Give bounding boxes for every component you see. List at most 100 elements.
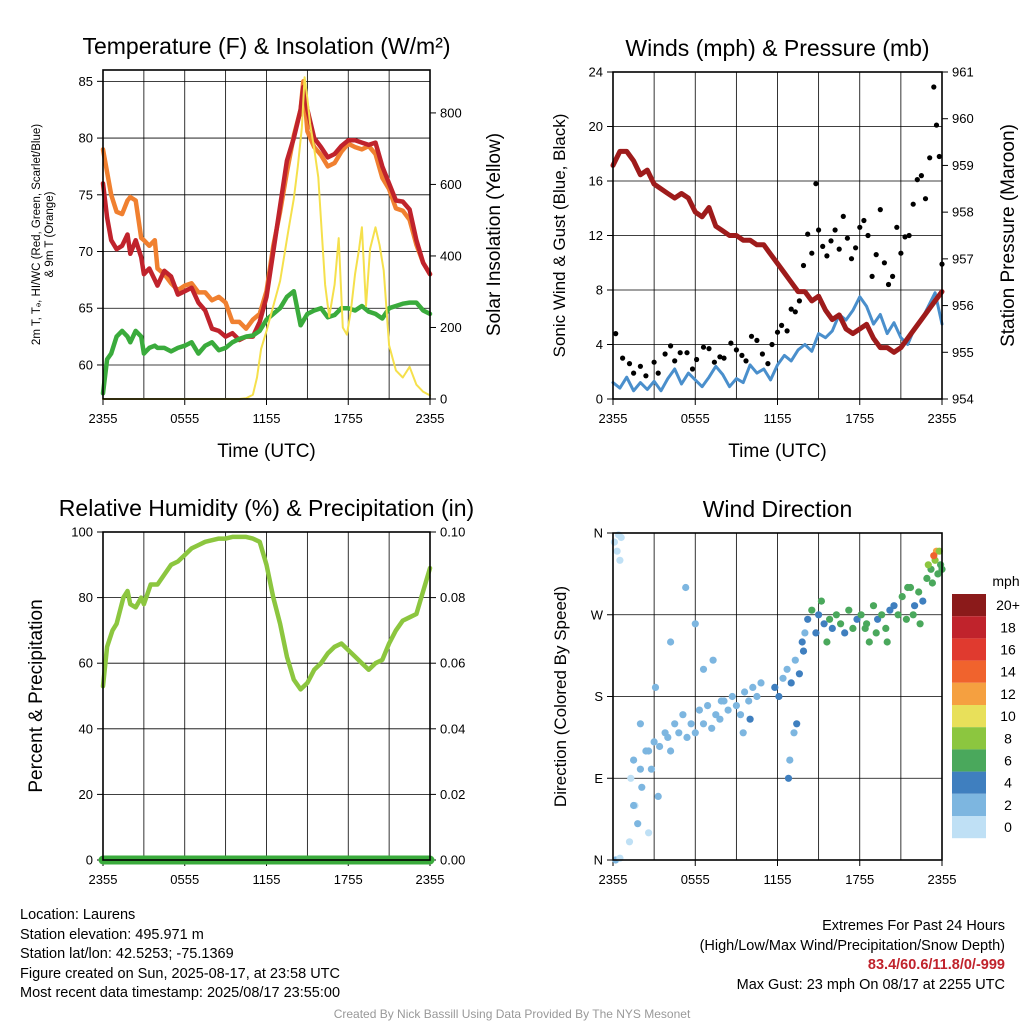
gust-point (805, 231, 811, 237)
y-tick-label: 24 (589, 65, 603, 80)
gust-point (927, 155, 933, 161)
y-axis-label: Percent & Precipitation (26, 599, 47, 792)
direction-point (832, 611, 841, 619)
figure-created: Figure created on Sun, 2025-08-17, at 23… (20, 965, 340, 982)
y-tick-label: 60 (79, 357, 93, 372)
extremes-info: Extremes For Past 24 Hours (High/Low/Max… (700, 917, 1005, 995)
y-tick-label: 80 (79, 131, 93, 146)
legend-swatch (952, 616, 986, 639)
y2-tick-label: 0.08 (440, 590, 465, 605)
gust-point (828, 238, 834, 244)
direction-point (771, 683, 779, 692)
temperature-chart: Temperature (F) & Insolation (W/m²) 2355 0… (31, 33, 505, 462)
y2-tick-label: 0.04 (440, 721, 465, 736)
chart-title: Relative Humidity (%) & Precipitation (i… (59, 495, 474, 521)
direction-point (736, 711, 745, 719)
gust-point (620, 355, 626, 361)
station-info: Location: Laurens Station elevation: 495… (20, 906, 340, 1004)
gust-point (689, 366, 696, 372)
gust-point (914, 177, 920, 183)
direction-point (724, 706, 732, 714)
gust-point (931, 84, 937, 90)
legend-label: 14 (1000, 664, 1016, 680)
y-tick-label: N (594, 526, 603, 541)
direction-point (645, 747, 653, 755)
x-tick-label: 0555 (170, 411, 199, 426)
direction-point (783, 665, 791, 673)
gust-point (836, 246, 842, 252)
direction-point (667, 747, 675, 755)
direction-point (630, 756, 638, 764)
legend-label: 12 (1000, 686, 1016, 702)
direction-point (869, 602, 878, 610)
gust-point (809, 250, 815, 256)
direction-point (739, 729, 747, 737)
direction-point (919, 597, 927, 605)
series-line-3 (102, 76, 431, 400)
x-tick-label: 1755 (845, 411, 874, 426)
gust-point (655, 370, 661, 376)
gust-point (769, 341, 775, 348)
legend-swatch (952, 771, 986, 794)
x-tick-label: 1155 (764, 411, 792, 426)
direction-point (634, 820, 642, 828)
legend-swatch (952, 682, 986, 705)
direction-point (695, 706, 704, 714)
y-tick-label: 20 (79, 787, 93, 802)
y-tick-label: 60 (79, 656, 93, 671)
gust-point (894, 224, 900, 230)
direction-point (790, 729, 798, 737)
direction-point (717, 697, 725, 705)
direction-point (704, 702, 712, 710)
x-tick-label: 0555 (681, 411, 710, 426)
series-line-0 (100, 79, 433, 331)
humidity-chart: Relative Humidity (%) & Precipitation (i… (26, 495, 474, 887)
direction-point (650, 738, 658, 746)
direction-point (878, 611, 886, 619)
direction-point (654, 792, 662, 801)
y-tick-label: 0 (86, 853, 93, 868)
direction-point (683, 733, 691, 742)
gust-point (779, 322, 785, 328)
direction-point (890, 602, 898, 610)
direction-point (911, 602, 919, 610)
direction-point (645, 829, 653, 837)
gust-point (717, 354, 723, 360)
gust-point (677, 350, 683, 356)
direction-point (699, 720, 708, 728)
y-tick-label: 80 (79, 590, 93, 605)
direction-point (837, 620, 845, 628)
gust-point (890, 273, 896, 279)
direction-point (826, 615, 834, 623)
y-tick-label: S (594, 689, 603, 704)
gust-point (788, 306, 794, 312)
direction-point (664, 733, 672, 742)
legend-label: 16 (1000, 642, 1016, 658)
station-elevation: Station elevation: 495.971 m (20, 926, 204, 943)
legend-swatch (952, 727, 986, 750)
x-tick-label: 2355 (89, 872, 118, 887)
direction-point (935, 547, 943, 555)
direction-point (667, 638, 675, 646)
gust-point (873, 252, 879, 258)
y-axis-label: & 9m T (Orange) (44, 191, 56, 277)
y-tick-label: 20 (589, 119, 603, 134)
direction-point (616, 556, 624, 564)
direction-point (798, 638, 806, 646)
direction-point (801, 629, 809, 637)
station-latlon: Station lat/lon: 42.5253; -75.1369 (20, 946, 234, 962)
direction-point (934, 570, 942, 578)
gust-point (853, 245, 859, 251)
direction-point (828, 624, 836, 633)
y-tick-label: 12 (589, 228, 603, 243)
legend-label: 20+ (996, 597, 1020, 613)
direction-point (928, 579, 937, 587)
direction-point (808, 606, 816, 614)
wind-direction-chart: Wind Direction 2355 0555 1155 1755 2355 N E S W N D… (551, 496, 1020, 887)
gust-point (906, 232, 912, 239)
direction-point (915, 588, 923, 596)
most-recent-timestamp: Most recent data timestamp: 2025/08/17 2… (20, 985, 341, 1001)
direction-point (841, 629, 849, 637)
x-tick-label: 1755 (845, 872, 874, 887)
